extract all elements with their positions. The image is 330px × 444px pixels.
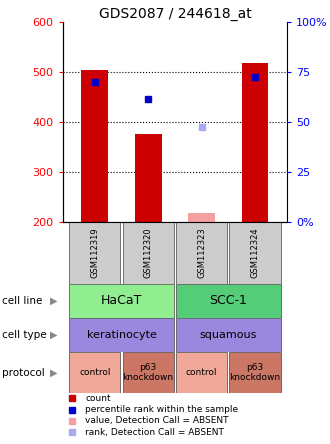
Text: keratinocyte: keratinocyte — [86, 330, 156, 340]
Bar — [69, 318, 174, 353]
Bar — [82, 70, 108, 222]
Bar — [176, 222, 227, 284]
Text: value, Detection Call = ABSENT: value, Detection Call = ABSENT — [85, 416, 229, 425]
Text: SCC-1: SCC-1 — [210, 294, 247, 307]
Bar — [176, 353, 227, 393]
Bar — [122, 222, 174, 284]
Bar — [176, 284, 281, 318]
Text: GSM112320: GSM112320 — [144, 227, 153, 278]
Text: GSM112319: GSM112319 — [90, 227, 99, 278]
Text: ▶: ▶ — [50, 296, 58, 306]
Text: HaCaT: HaCaT — [101, 294, 142, 307]
Text: GSM112324: GSM112324 — [250, 227, 259, 278]
Bar — [242, 63, 268, 222]
Text: p63
knockdown: p63 knockdown — [229, 363, 280, 382]
Bar — [229, 222, 281, 284]
Title: GDS2087 / 244618_at: GDS2087 / 244618_at — [99, 7, 251, 21]
Bar — [188, 213, 215, 222]
Text: squamous: squamous — [200, 330, 257, 340]
Text: GSM112323: GSM112323 — [197, 227, 206, 278]
Bar — [69, 353, 120, 393]
Text: protocol: protocol — [2, 368, 45, 377]
Text: count: count — [85, 394, 111, 403]
Text: control: control — [186, 368, 217, 377]
Bar — [69, 222, 120, 284]
Bar — [176, 318, 281, 353]
Text: rank, Detection Call = ABSENT: rank, Detection Call = ABSENT — [85, 428, 224, 436]
Text: p63
knockdown: p63 knockdown — [123, 363, 174, 382]
Bar — [135, 135, 162, 222]
Bar — [229, 353, 281, 393]
Text: cell line: cell line — [2, 296, 42, 306]
Text: ▶: ▶ — [50, 330, 58, 340]
Bar — [122, 353, 174, 393]
Text: cell type: cell type — [2, 330, 46, 340]
Text: percentile rank within the sample: percentile rank within the sample — [85, 405, 238, 414]
Text: control: control — [79, 368, 111, 377]
Bar — [69, 284, 174, 318]
Text: ▶: ▶ — [50, 368, 58, 377]
